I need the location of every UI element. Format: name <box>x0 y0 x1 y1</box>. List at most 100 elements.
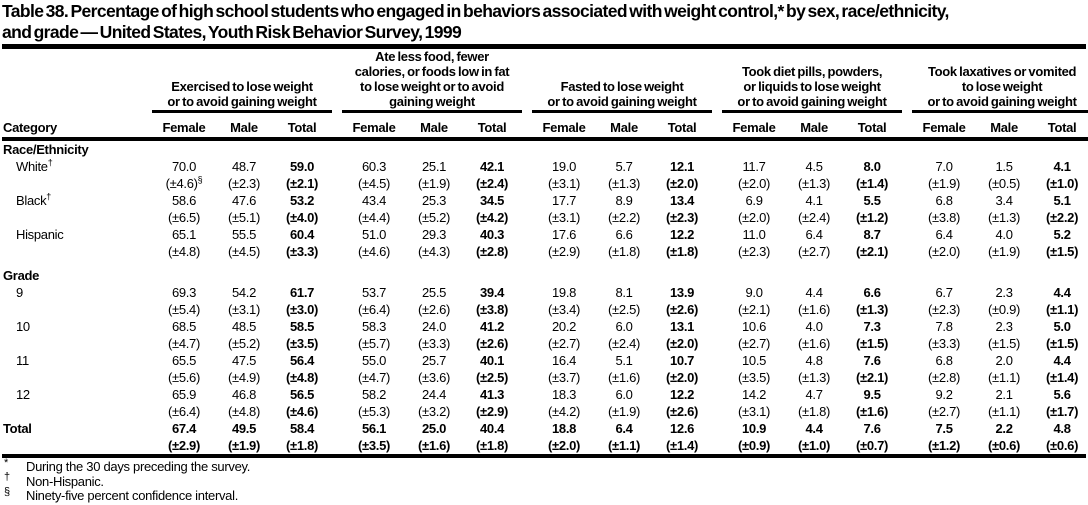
ci-cell: (±1.8) <box>798 404 831 419</box>
ci-cell: (±1.9) <box>928 176 961 191</box>
data-row: 9 69.3 54.2 61.7 53.7 25.5 39.4 19.8 8.1 13.9 9.0 4… <box>2 284 1088 301</box>
ci-cell: (±1.3) <box>988 210 1021 225</box>
group-gap <box>332 369 342 386</box>
ci-cell: (±5.3) <box>357 404 391 419</box>
ci-cell: (±1.4) <box>1046 370 1079 385</box>
sub-header-female: Female <box>532 111 597 141</box>
value-cell: 60.3 <box>361 159 387 174</box>
value-cell: 59.0 <box>289 159 315 174</box>
sub-header-total: Total <box>652 111 713 141</box>
sub-header-female: Female <box>152 111 216 141</box>
group-gap <box>522 420 532 437</box>
group-gap <box>332 352 342 369</box>
value-cell: 5.1 <box>1053 193 1071 208</box>
ci-cell: (±2.3) <box>666 210 699 225</box>
ci-cell: (±4.6) <box>285 404 319 419</box>
value-cell: 6.8 <box>935 353 953 368</box>
sub-header-total: Total <box>1032 111 1088 141</box>
ci-cell: (±2.6) <box>666 302 699 317</box>
category-cell: Black† <box>16 192 52 208</box>
group-gap <box>332 175 342 192</box>
value-cell: 29.3 <box>421 227 447 242</box>
ci-cell: (±1.9) <box>417 176 451 191</box>
ci-cell: (±3.8) <box>928 210 961 225</box>
ci-cell: (±1.3) <box>798 176 831 191</box>
ci-cell: (±4.7) <box>167 336 201 351</box>
ci-cell: (±2.1) <box>856 370 889 385</box>
data-row: 11 65.5 47.5 56.4 55.0 25.7 40.1 16.4 5.1 10.7 10.… <box>2 352 1088 369</box>
ci-cell: (±1.1) <box>988 404 1021 419</box>
value-cell: 16.4 <box>551 353 577 368</box>
group-gap <box>522 352 532 369</box>
value-cell: 40.1 <box>479 353 505 368</box>
column-group-label: Ate less food, fewer calories, or foods l… <box>342 49 523 113</box>
column-group-label: Exercised to lose weight or to avoid gain… <box>152 49 333 113</box>
group-gap <box>902 369 912 386</box>
ci-cell: (±2.0) <box>666 336 699 351</box>
group-gap <box>522 226 532 243</box>
ci-row: (±6.4) (±4.8) (±4.6) (±5.3) (±3.2) (±2.9) (±4.… <box>2 403 1088 420</box>
sub-header-row: Category Female Male Total Female Male Total Fe… <box>2 111 1088 141</box>
ci-cell: (±1.4) <box>666 438 699 453</box>
ci-cell: (±3.1) <box>547 210 581 225</box>
ci-cell: (±2.4) <box>475 176 509 191</box>
value-cell: 7.5 <box>935 421 953 436</box>
group-gap <box>522 369 532 386</box>
ci-cell: (±3.6) <box>417 370 451 385</box>
ci-cell: (±2.9) <box>475 404 509 419</box>
total-row: Total 67.4 49.5 58.4 56.1 25.0 40.4 18.8 6.4 12.6… <box>2 420 1088 437</box>
ci-cell: (±1.2) <box>856 210 889 225</box>
ci-row: (±5.6) (±4.9) (±4.8) (±4.7) (±3.6) (±2.5) (±3.… <box>2 369 1088 386</box>
ci-cell: (±0.6) <box>1046 438 1079 453</box>
group-gap <box>522 284 532 301</box>
category-cell <box>2 437 152 454</box>
group-gap <box>902 111 913 141</box>
ci-cell: (±0.6) <box>988 438 1021 453</box>
ci-row: (±4.7) (±5.2) (±3.5) (±5.7) (±3.3) (±2.6) (±2.… <box>2 335 1088 352</box>
ci-cell: (±3.3) <box>417 336 451 351</box>
value-cell: 5.7 <box>615 159 633 174</box>
ci-cell: (±2.6) <box>666 404 699 419</box>
value-cell: 18.8 <box>551 421 577 436</box>
sub-header-total: Total <box>842 111 903 141</box>
title-rule <box>2 44 1086 49</box>
group-gap <box>712 284 722 301</box>
value-cell: 48.5 <box>231 319 257 334</box>
value-cell: 13.4 <box>669 193 695 208</box>
ci-cell: (±2.8) <box>475 244 509 259</box>
value-cell: 60.4 <box>289 227 315 242</box>
ci-cell: (±3.7) <box>547 370 581 385</box>
ci-cell: (±2.9) <box>167 438 201 453</box>
ci-cell: (±2.4) <box>607 336 641 351</box>
ci-cell: (±2.2) <box>1046 210 1079 225</box>
value-cell: 41.2 <box>479 319 505 334</box>
ci-cell: (±2.2) <box>607 210 641 225</box>
group-gap <box>332 318 342 335</box>
value-cell: 39.4 <box>479 285 505 300</box>
ci-row: (±4.8) (±4.5) (±3.3) (±4.6) (±4.3) (±2.8) (±2.… <box>2 243 1088 260</box>
ci-cell: (±0.7) <box>856 438 889 453</box>
value-cell: 25.7 <box>421 353 447 368</box>
value-cell: 34.5 <box>479 193 505 208</box>
value-cell: 65.5 <box>171 353 197 368</box>
ci-cell: (±1.9) <box>607 404 641 419</box>
value-cell: 53.2 <box>289 193 315 208</box>
group-gap <box>332 437 342 454</box>
group-gap <box>332 49 342 112</box>
value-cell: 68.5 <box>171 319 197 334</box>
value-cell: 2.2 <box>995 421 1013 436</box>
category-header: Category <box>2 111 152 141</box>
group-gap <box>712 226 722 243</box>
value-cell: 6.4 <box>615 421 633 436</box>
value-cell: 9.0 <box>745 285 763 300</box>
value-cell: 58.3 <box>361 319 387 334</box>
value-cell: 58.6 <box>171 193 197 208</box>
group-gap <box>712 49 722 112</box>
ci-cell: (±2.0) <box>547 438 581 453</box>
value-cell: 2.1 <box>995 387 1013 402</box>
table-header: Exercised to lose weight or to avoid gain… <box>2 49 1088 141</box>
ci-cell: (±2.3) <box>738 244 771 259</box>
group-gap <box>902 335 912 352</box>
value-cell: 19.0 <box>551 159 577 174</box>
group-gap <box>902 158 912 175</box>
